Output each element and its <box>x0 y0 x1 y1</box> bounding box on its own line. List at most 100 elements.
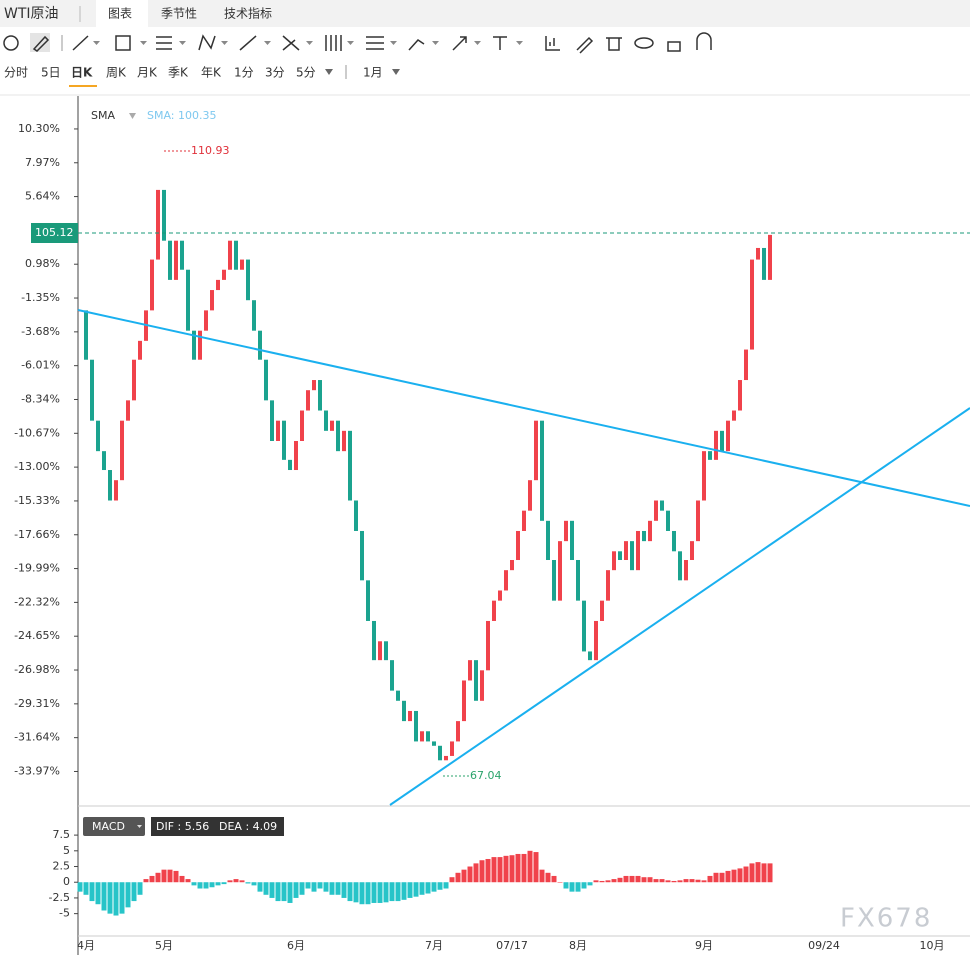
y-tick-label: -33.97% <box>14 764 60 777</box>
candle <box>360 530 364 581</box>
candle <box>462 680 466 722</box>
macd-bar <box>197 882 203 889</box>
macd-bar <box>731 869 737 883</box>
macd-bar <box>647 877 653 883</box>
macd-bar <box>437 882 443 890</box>
x-tick-label: 07/17 <box>496 939 528 952</box>
macd-bar <box>557 882 563 883</box>
x-tick-label: 7月 <box>425 939 443 952</box>
candle <box>612 551 616 571</box>
tool-icon[interactable] <box>545 36 560 51</box>
candle <box>444 755 448 761</box>
candle <box>582 600 586 652</box>
active-tab[interactable] <box>96 0 148 27</box>
macd-bar <box>761 863 767 883</box>
macd-tick-label: 7.5 <box>53 828 71 841</box>
period-button[interactable]: 年K <box>201 66 222 80</box>
macd-tick-label: -5 <box>59 907 70 920</box>
indicator-chip[interactable] <box>83 817 145 836</box>
candle <box>492 600 496 621</box>
macd-bar <box>299 882 305 895</box>
period-button[interactable]: 1分 <box>234 66 254 80</box>
dropdown-arrow[interactable] <box>325 69 400 75</box>
candle <box>216 279 220 291</box>
period-button[interactable]: 日K <box>71 66 93 80</box>
macd-bar <box>629 875 635 883</box>
candle <box>156 189 160 260</box>
candle <box>558 541 562 601</box>
period-button[interactable]: 1月 <box>363 66 383 80</box>
tool-icon[interactable] <box>325 35 342 51</box>
tool-icon[interactable] <box>156 36 172 50</box>
candle <box>432 741 436 746</box>
macd-bar <box>485 858 491 883</box>
candle <box>390 660 394 691</box>
y-tick-label: -24.65% <box>14 629 60 642</box>
last-price: 105.12 <box>35 226 74 239</box>
tool-icon[interactable] <box>634 37 654 49</box>
candle <box>438 745 442 761</box>
candle <box>588 651 592 661</box>
macd-bar <box>95 882 101 905</box>
tool-icon[interactable] <box>239 35 257 51</box>
candle <box>516 530 520 561</box>
candle <box>528 480 532 511</box>
candle <box>204 310 208 331</box>
period-button[interactable]: 季K <box>168 66 189 80</box>
dropdown-arrow[interactable] <box>129 113 136 119</box>
dropdown-arrow[interactable] <box>137 825 142 828</box>
tool-icon[interactable] <box>576 36 594 54</box>
tab[interactable]: 技术指标 <box>224 6 272 21</box>
tool-icon[interactable] <box>3 35 19 51</box>
tool-icon[interactable] <box>667 41 681 52</box>
tab[interactable]: 图表 <box>108 7 132 21</box>
candle <box>96 420 100 452</box>
period-button[interactable]: 5分 <box>296 66 316 80</box>
period-underline <box>69 85 97 87</box>
tool-icon[interactable] <box>408 39 425 51</box>
tool-icon[interactable] <box>282 35 300 51</box>
period-button[interactable]: 5日 <box>41 66 61 80</box>
tool-icon[interactable] <box>606 37 622 51</box>
macd-bar <box>695 879 701 883</box>
period-button[interactable]: 周K <box>106 66 127 80</box>
macd-bar <box>677 880 683 883</box>
macd-bar <box>119 882 125 914</box>
tool-icon[interactable] <box>198 34 216 51</box>
indicator-name: SMA <box>91 109 115 122</box>
tool-icon[interactable] <box>366 36 384 50</box>
macd-bar <box>317 882 323 889</box>
macd-readout <box>151 817 284 836</box>
tool-icon[interactable] <box>452 36 467 51</box>
candle <box>162 189 166 241</box>
macd-bar <box>191 882 197 886</box>
candle <box>228 240 232 270</box>
tool-icon[interactable] <box>32 35 50 52</box>
macd-bar <box>323 882 329 892</box>
macd-bar <box>503 855 509 883</box>
tool-icon[interactable] <box>696 32 712 50</box>
tab[interactable]: 季节性 <box>161 7 197 21</box>
tool-icon[interactable] <box>493 36 507 50</box>
macd-bar <box>419 882 425 895</box>
dropdown-arrows <box>93 41 523 45</box>
candle <box>306 390 310 411</box>
tool-icon[interactable] <box>72 35 89 51</box>
macd-bar <box>593 880 599 883</box>
macd-bar <box>755 862 761 883</box>
macd-bar <box>587 882 593 886</box>
candle <box>84 310 88 360</box>
macd-dea: DEA : 4.09 <box>219 820 277 833</box>
macd-bar <box>107 882 113 914</box>
arrow[interactable] <box>93 41 523 45</box>
candle <box>474 660 478 701</box>
tool-icon[interactable] <box>115 35 131 51</box>
period-button[interactable]: 3分 <box>265 66 285 80</box>
period-button[interactable]: 月K <box>137 66 158 80</box>
y-tick-label: -29.31% <box>14 697 60 710</box>
candle <box>282 420 286 460</box>
candle <box>546 520 550 561</box>
macd-bar <box>335 882 341 895</box>
macd-bar <box>401 882 407 900</box>
period-button[interactable]: 分时 <box>4 66 28 80</box>
